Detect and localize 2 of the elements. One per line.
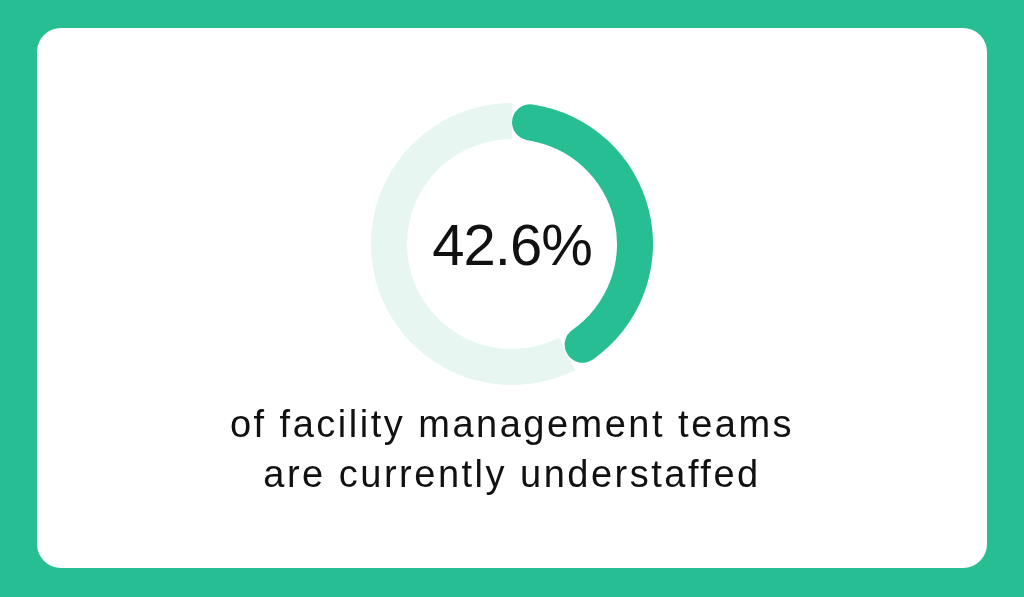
text: of facility management teams are currently understaffed: [228, 402, 796, 497]
data-label: 42.6%: [432, 211, 592, 277]
